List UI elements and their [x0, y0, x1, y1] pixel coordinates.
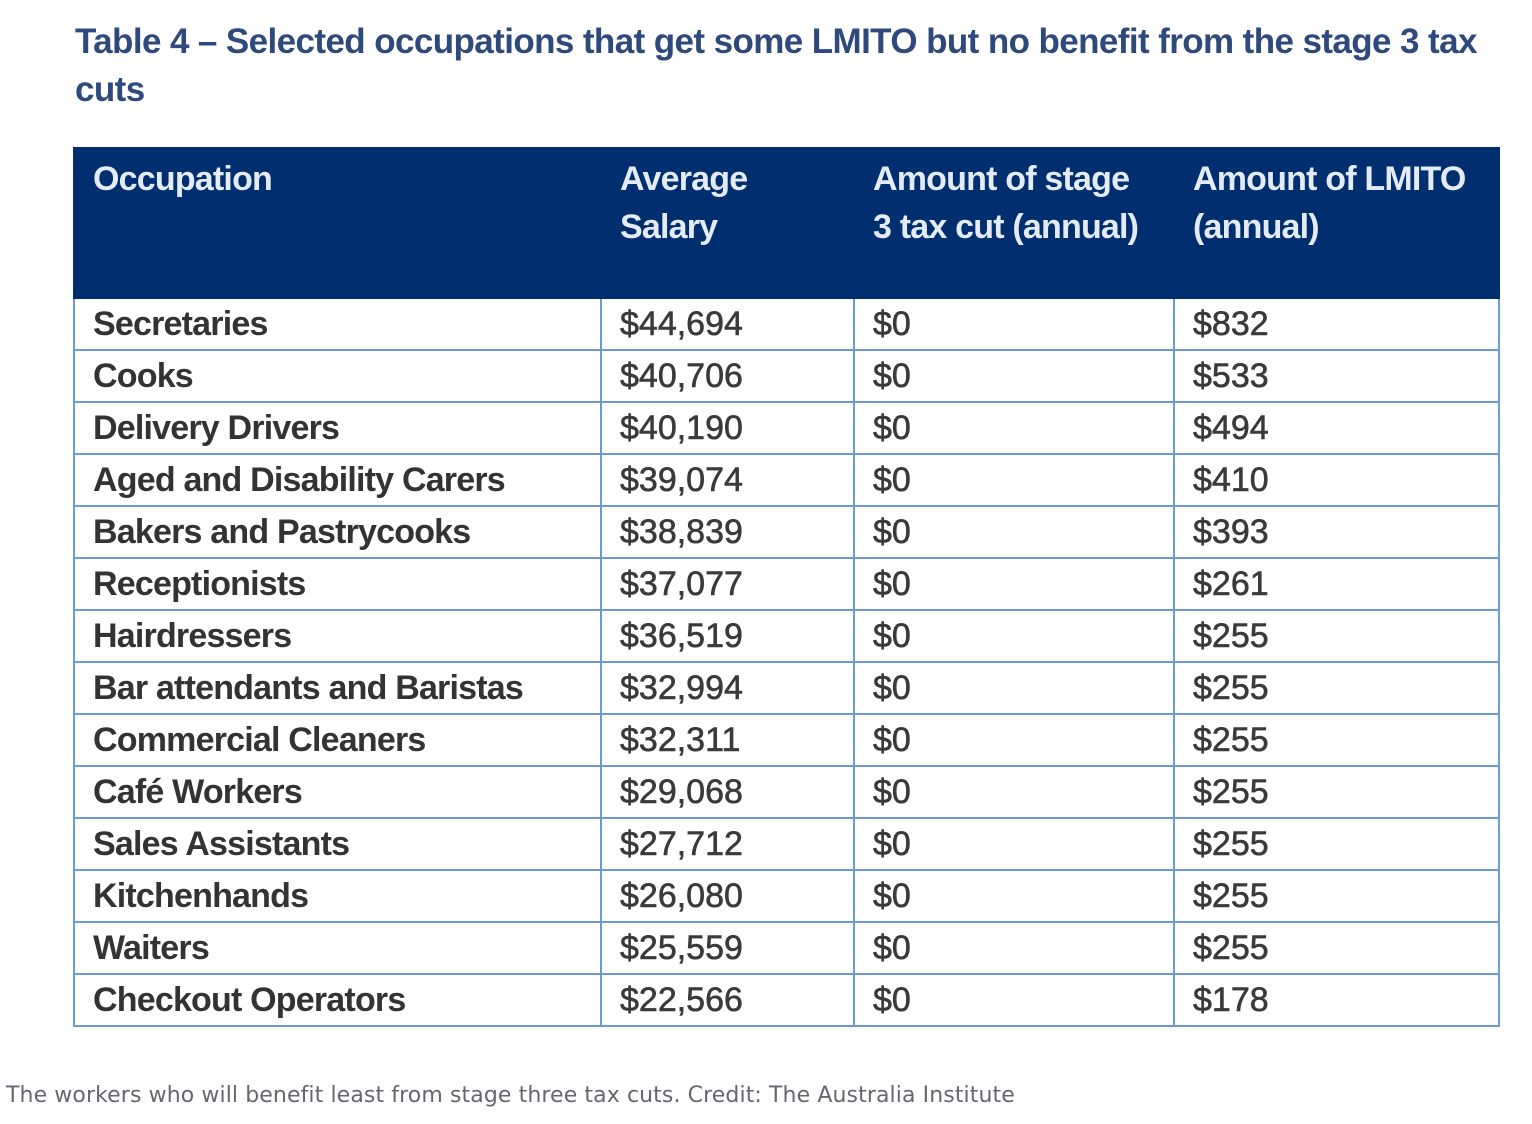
lmito-cell: $533	[1173, 349, 1500, 403]
average-salary-cell: $25,559	[600, 921, 855, 975]
lmito-cell: $410	[1173, 453, 1500, 507]
header-lmito: Amount of LMITO (annual)	[1173, 147, 1500, 299]
stage3-tax-cut-cell: $0	[853, 921, 1175, 975]
lmito-cell: $393	[1173, 505, 1500, 559]
occupation-cell: Aged and Disability Carers	[73, 453, 602, 507]
average-salary-cell: $37,077	[600, 557, 855, 611]
lmito-cell: $255	[1173, 921, 1500, 975]
average-salary-cell: $44,694	[600, 297, 855, 351]
table-row: Hairdressers $36,519 $0 $255	[73, 609, 1500, 663]
occupation-cell: Secretaries	[73, 297, 602, 351]
occupation-cell: Receptionists	[73, 557, 602, 611]
header-occupation: Occupation	[73, 147, 602, 299]
average-salary-cell: $29,068	[600, 765, 855, 819]
table-row: Secretaries $44,694 $0 $832	[73, 297, 1500, 351]
occupation-cell: Bar attendants and Baristas	[73, 661, 602, 715]
average-salary-cell: $27,712	[600, 817, 855, 871]
stage3-tax-cut-cell: $0	[853, 661, 1175, 715]
stage3-tax-cut-cell: $0	[853, 453, 1175, 507]
lmito-cell: $494	[1173, 401, 1500, 455]
table-title: Table 4 – Selected occupations that get …	[75, 22, 1477, 109]
table-row: Receptionists $37,077 $0 $261	[73, 557, 1500, 611]
average-salary-cell: $32,994	[600, 661, 855, 715]
table-row: Bar attendants and Baristas $32,994 $0 $255	[73, 661, 1500, 715]
image-caption: The workers who will benefit least from …	[6, 1083, 1015, 1108]
table-header-row: Occupation Average Salary Amount of stag…	[73, 147, 1500, 299]
table-row: Checkout Operators $22,566 $0 $178	[73, 973, 1500, 1027]
lmito-cell: $178	[1173, 973, 1500, 1027]
lmito-cell: $832	[1173, 297, 1500, 351]
occupation-cell: Kitchenhands	[73, 869, 602, 923]
stage3-tax-cut-cell: $0	[853, 765, 1175, 819]
table-row: Bakers and Pastrycooks $38,839 $0 $393	[73, 505, 1500, 559]
occupation-cell: Hairdressers	[73, 609, 602, 663]
table-row: Sales Assistants $27,712 $0 $255	[73, 817, 1500, 871]
occupations-table: Occupation Average Salary Amount of stag…	[73, 147, 1500, 1027]
lmito-cell: $255	[1173, 609, 1500, 663]
stage3-tax-cut-cell: $0	[853, 557, 1175, 611]
occupation-cell: Delivery Drivers	[73, 401, 602, 455]
lmito-cell: $255	[1173, 713, 1500, 767]
lmito-cell: $255	[1173, 765, 1500, 819]
average-salary-cell: $40,706	[600, 349, 855, 403]
occupation-cell: Cooks	[73, 349, 602, 403]
average-salary-cell: $39,074	[600, 453, 855, 507]
stage3-tax-cut-cell: $0	[853, 349, 1175, 403]
lmito-cell: $255	[1173, 817, 1500, 871]
header-average-salary: Average Salary	[600, 147, 855, 299]
average-salary-cell: $26,080	[600, 869, 855, 923]
occupation-cell: Waiters	[73, 921, 602, 975]
stage3-tax-cut-cell: $0	[853, 609, 1175, 663]
occupation-cell: Commercial Cleaners	[73, 713, 602, 767]
table-row: Delivery Drivers $40,190 $0 $494	[73, 401, 1500, 455]
stage3-tax-cut-cell: $0	[853, 869, 1175, 923]
lmito-cell: $255	[1173, 869, 1500, 923]
average-salary-cell: $40,190	[600, 401, 855, 455]
average-salary-cell: $22,566	[600, 973, 855, 1027]
table-row: Cooks $40,706 $0 $533	[73, 349, 1500, 403]
occupation-cell: Sales Assistants	[73, 817, 602, 871]
table-row: Commercial Cleaners $32,311 $0 $255	[73, 713, 1500, 767]
stage3-tax-cut-cell: $0	[853, 713, 1175, 767]
table-row: Waiters $25,559 $0 $255	[73, 921, 1500, 975]
header-stage3-tax-cut: Amount of stage 3 tax cut (annual)	[853, 147, 1175, 299]
occupation-cell: Checkout Operators	[73, 973, 602, 1027]
table-row: Aged and Disability Carers $39,074 $0 $410	[73, 453, 1500, 507]
occupation-cell: Bakers and Pastrycooks	[73, 505, 602, 559]
stage3-tax-cut-cell: $0	[853, 817, 1175, 871]
lmito-cell: $255	[1173, 661, 1500, 715]
lmito-cell: $261	[1173, 557, 1500, 611]
stage3-tax-cut-cell: $0	[853, 297, 1175, 351]
average-salary-cell: $36,519	[600, 609, 855, 663]
stage3-tax-cut-cell: $0	[853, 505, 1175, 559]
occupation-cell: Café Workers	[73, 765, 602, 819]
average-salary-cell: $32,311	[600, 713, 855, 767]
table-row: Kitchenhands $26,080 $0 $255	[73, 869, 1500, 923]
stage3-tax-cut-cell: $0	[853, 973, 1175, 1027]
average-salary-cell: $38,839	[600, 505, 855, 559]
table-row: Café Workers $29,068 $0 $255	[73, 765, 1500, 819]
stage3-tax-cut-cell: $0	[853, 401, 1175, 455]
